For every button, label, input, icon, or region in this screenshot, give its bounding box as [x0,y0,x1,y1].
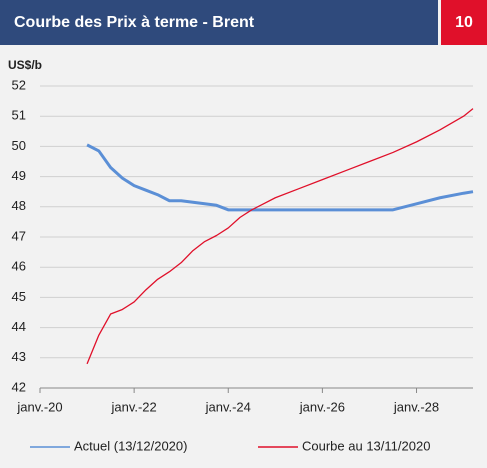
legend-label: Courbe au 13/11/2020 [302,438,430,453]
x-tick-label: janv.-24 [205,399,251,414]
y-tick-label: 46 [12,259,26,274]
header-bar [0,0,438,45]
y-axis-label: US$/b [8,58,42,72]
x-tick-label: janv.-20 [16,399,62,414]
y-tick-label: 52 [12,77,26,92]
chart-title: Courbe des Prix à terme - Brent [14,14,255,31]
x-tick-label: janv.-26 [299,399,345,414]
series-line [86,143,474,212]
y-tick-label: 51 [12,108,26,123]
y-tick-label: 44 [12,319,26,334]
series-line [86,108,474,365]
x-tick-label: janv.-28 [393,399,439,414]
legend-label: Actuel (13/12/2020) [74,438,187,453]
y-tick-label: 49 [12,168,26,183]
y-tick-label: 43 [12,349,26,364]
y-tick-label: 45 [12,289,26,304]
y-tick-label: 42 [12,379,26,394]
y-tick-label: 50 [12,138,26,153]
x-tick-label: janv.-22 [110,399,156,414]
y-tick-label: 47 [12,228,26,243]
page-box [441,0,487,45]
page-number: 10 [455,14,473,31]
y-tick-label: 48 [12,198,26,213]
